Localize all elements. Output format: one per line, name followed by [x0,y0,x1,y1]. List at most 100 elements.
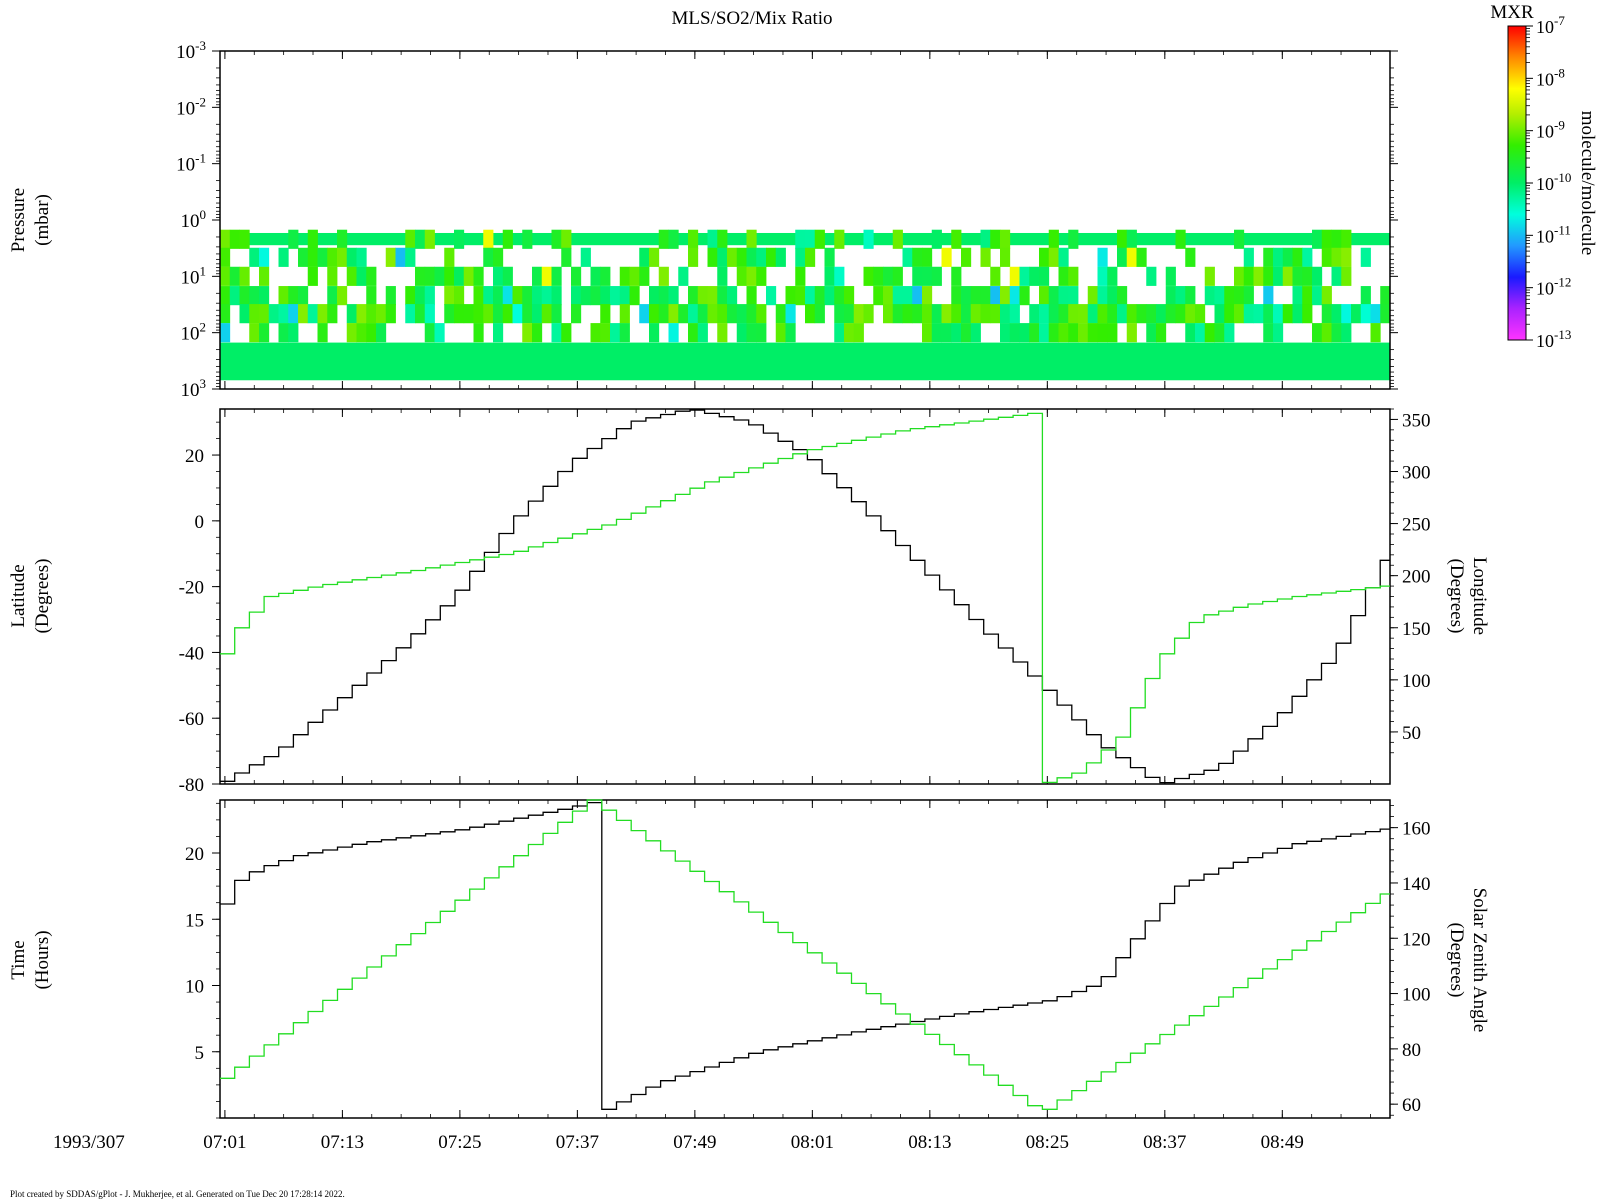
heatmap-cell [795,286,806,306]
heatmap-cell [912,266,923,286]
heatmap-cell [805,247,816,267]
colorbar-unit: molecule/molecule [1577,111,1598,256]
heatmap-cell [805,304,816,324]
heatmap-cell [463,266,474,286]
heatmap-cell [220,247,231,267]
heatmap-cell [1087,304,1098,324]
heatmap-cell [931,229,942,249]
heatmap-cell [678,304,689,324]
colorbar-title: MXR [1490,2,1534,23]
heatmap-cell [931,304,942,324]
heatmap-cell [1097,304,1108,324]
heatmap-cell [658,266,669,286]
heatmap-cell [1029,323,1040,343]
time-sza-right-tick-label-5: 60 [1402,1095,1421,1116]
colorbar-tick-label-0: 10-7 [1536,13,1565,37]
heatmap-cell [561,229,572,249]
heatmap-cell [1253,304,1264,324]
time-sza-right-tick-label-0: 160 [1402,819,1431,840]
heatmap-cell [785,323,796,343]
heatmap-cell [444,247,455,267]
heatmap-cell [385,304,396,324]
heatmap-cell [249,247,260,267]
heatmap-cell [844,304,855,324]
heatmap-cell [366,304,377,324]
heatmap-cell [268,304,279,324]
heatmap-cell [951,286,962,306]
heatmap-cell [1243,247,1254,267]
heatmap-cell [756,304,767,324]
heatmap-cell [1136,247,1147,267]
heatmap-cell [649,304,660,324]
heatmap-cell [541,304,552,324]
heatmap-cell [580,286,591,306]
heatmap-cell [970,286,981,306]
heatmap-cell [1039,304,1050,324]
heatmap-cell [259,286,270,306]
heatmap-cell [502,286,513,306]
time-sza-right-tick-label-1: 140 [1402,874,1431,895]
heatmap-cell [922,266,933,286]
heatmap-cell [961,323,972,343]
heatmap-cell [1224,286,1235,306]
heatmap-cell [571,286,582,306]
heatmap-cell [688,323,699,343]
heatmap-cell [366,266,377,286]
heatmap-cell [873,286,884,306]
heatmap-cell [424,266,435,286]
heatmap-cell [239,304,250,324]
heatmap-cell [229,229,240,249]
heatmap-cell [834,323,845,343]
heatmap-cell [795,266,806,286]
heatmap-cell [1224,323,1235,343]
heatmap-cell [717,304,728,324]
x-tick-label-2: 07:25 [438,1132,481,1153]
heatmap-cell [1000,286,1011,306]
x-tick-label-4: 07:49 [673,1132,716,1153]
heatmap-cell [1312,286,1323,306]
heatmap-cell [229,266,240,286]
time-sza-left-tick-label-1: 15 [185,910,204,931]
heatmap-cell [853,323,864,343]
heatmap-cell [970,323,981,343]
heatmap-cell [1214,286,1225,306]
heatmap-cell [317,323,328,343]
heatmap-cell [483,247,494,267]
heatmap-cell [1117,304,1128,324]
heatmap-cell [512,286,523,306]
heatmap-cell [288,323,299,343]
latlon-left-tick-label-1: 0 [195,512,205,533]
heatmap-cell [951,304,962,324]
heatmap-cell [1273,247,1284,267]
heatmap-cell [678,266,689,286]
heatmap-cell [288,229,299,249]
heatmap-cell [951,229,962,249]
heatmap-cell [1146,304,1157,324]
heatmap-cell [590,323,601,343]
heatmap-cell [1107,266,1118,286]
heatmap-cell [541,266,552,286]
heatmap-cell [922,286,933,306]
heatmap-cell [658,286,669,306]
heatmap-cell [980,229,991,249]
colorbar-tick-label-1: 10-8 [1536,65,1565,89]
heatmap-cell [1360,247,1371,267]
heatmap-cell [356,323,367,343]
heatmap-cell [961,286,972,306]
heatmap-cell [454,229,465,249]
heatmap-cell [668,229,679,249]
heatmap-cell [220,286,231,306]
x-tick-label-5: 08:01 [791,1132,834,1153]
heatmap-cell [522,304,533,324]
heatmap-cell [1263,266,1274,286]
heatmap-cell [1068,304,1079,324]
heatmap-cell [785,304,796,324]
pressure-tick-label-3: 100 [181,207,207,232]
x-tick-label-8: 08:37 [1143,1132,1186,1153]
heatmap-cell [1302,247,1313,267]
heatmap-cell [600,304,611,324]
heatmap-cell [844,323,855,343]
heatmap-cell [1370,304,1381,324]
heatmap-cell [668,286,679,306]
time-sza-series-solar-zenith-angle [220,799,1390,1110]
